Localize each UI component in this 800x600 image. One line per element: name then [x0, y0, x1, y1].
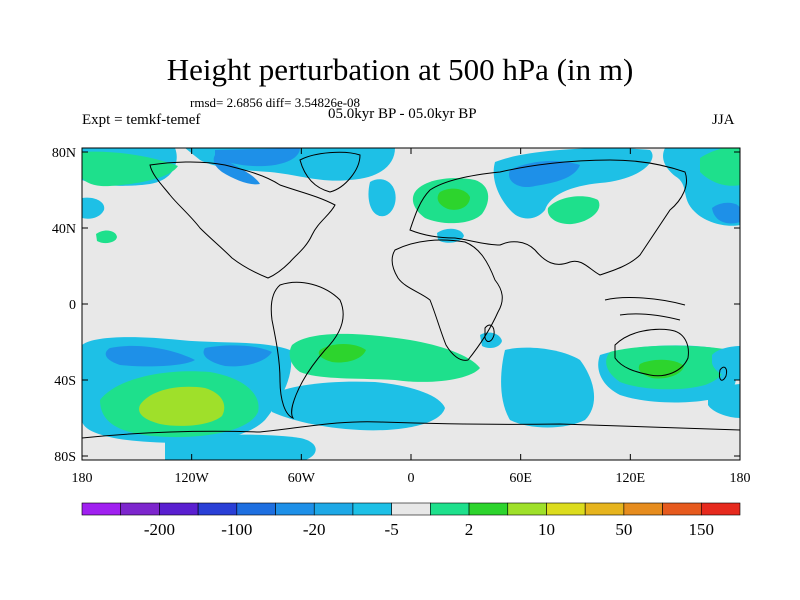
contour-green-northeast [700, 148, 740, 186]
latitude-axis: 80N 40N 0 40S 80S [52, 146, 740, 465]
colorbar-label: -5 [385, 520, 399, 539]
contour-field [82, 148, 740, 460]
contour-blue-antarctic-west [165, 434, 316, 460]
lat-tick-label: 40S [54, 374, 76, 389]
colorbar-label: -200 [144, 520, 175, 539]
contour-midblue-canada [213, 155, 260, 185]
contour-darkgreen-europe [437, 188, 470, 210]
coast-south-america [270, 281, 344, 419]
contour-blue-south-atlantic [270, 381, 445, 431]
contour-yellowgreen-south-pacific [139, 386, 225, 426]
coast-africa [391, 239, 503, 361]
colorbar-swatch [197, 502, 238, 516]
longitude-axis: 180 120W 60W 0 60E 120E 180 [72, 148, 751, 486]
contour-midblue-northeast [712, 202, 740, 224]
lon-tick-label: 60W [288, 471, 316, 486]
lon-tick-label: 0 [408, 471, 415, 486]
period-label: 05.0kyr BP - 05.0kyr BP [328, 106, 477, 122]
colorbar-swatch [546, 502, 586, 516]
colorbar-swatch [468, 502, 509, 516]
season-label: JJA [712, 112, 735, 128]
coast-greenland [299, 151, 361, 193]
lat-tick-label: 80N [52, 146, 76, 161]
colorbar-swatch [313, 502, 354, 516]
colorbar-swatch [275, 502, 315, 516]
colorbar-swatch [352, 502, 392, 516]
colorbar-swatch [507, 502, 547, 516]
lon-tick-label: 60E [509, 471, 532, 486]
coast-indonesia [604, 297, 686, 321]
lon-tick-label: 120E [616, 471, 646, 486]
contour-darkgreen-australia [638, 359, 684, 379]
contour-blue-indian-ocean [501, 347, 595, 428]
contour-darkgreen-south-atlantic [318, 344, 366, 363]
contour-green-central-asia [547, 196, 600, 225]
coast-madagascar [484, 324, 495, 343]
lat-tick-label: 40N [52, 222, 76, 237]
colorbar-swatch [391, 502, 431, 516]
contour-blue-mediterranean [437, 228, 464, 243]
contour-blue-west-edge [82, 197, 105, 219]
coast-eurasia [409, 159, 687, 276]
lat-tick-label: 0 [69, 298, 76, 313]
colorbar-swatch [120, 502, 160, 516]
colorbar-swatch [584, 502, 625, 516]
colorbar-swatch [236, 502, 276, 516]
lon-tick-label: 120W [175, 471, 210, 486]
colorbar-swatch [430, 502, 470, 516]
coast-antarctica [82, 421, 740, 439]
map-title: Height perturbation at 500 hPa (in m) [166, 52, 634, 87]
contour-midblue-siberia [509, 160, 580, 188]
colorbar-swatch [662, 502, 702, 516]
colorbar-label: 150 [689, 520, 715, 539]
colorbar-swatch [159, 502, 199, 516]
stats-text: rmsd= 2.6856 diff= 3.54826e-08 [190, 95, 361, 110]
contour-green-small-west [96, 230, 117, 244]
contour-blue-east-south [712, 346, 740, 380]
experiment-label: Expt = temkf-temef [82, 112, 201, 128]
colorbar-label: -100 [221, 520, 252, 539]
contour-midblue-south-pacific-2 [203, 345, 272, 367]
contour-midblue-greenland [215, 148, 300, 167]
colorbar-label: 10 [538, 520, 555, 539]
contour-blue-far-east-south [708, 384, 740, 418]
lon-tick-label: 180 [72, 471, 93, 486]
lon-tick-label: 180 [730, 471, 751, 486]
colorbar-swatch [623, 502, 663, 516]
contour-midblue-south-pacific [105, 345, 195, 367]
coast-north-america [149, 161, 336, 279]
colorbar-label: 50 [615, 520, 632, 539]
contour-green-northwest [82, 151, 178, 187]
colorbar-label: 2 [465, 520, 474, 539]
coast-australia [614, 328, 689, 377]
colorbar: -200 -100 -20 -5 2 10 50 150 [81, 502, 741, 539]
coastlines [82, 151, 740, 439]
contour-blue-atlantic [368, 179, 396, 217]
colorbar-swatch [700, 502, 741, 516]
colorbar-swatch [81, 502, 122, 516]
colorbar-label: -20 [303, 520, 326, 539]
lat-tick-label: 80S [54, 450, 76, 465]
coast-new-zealand [719, 366, 727, 381]
